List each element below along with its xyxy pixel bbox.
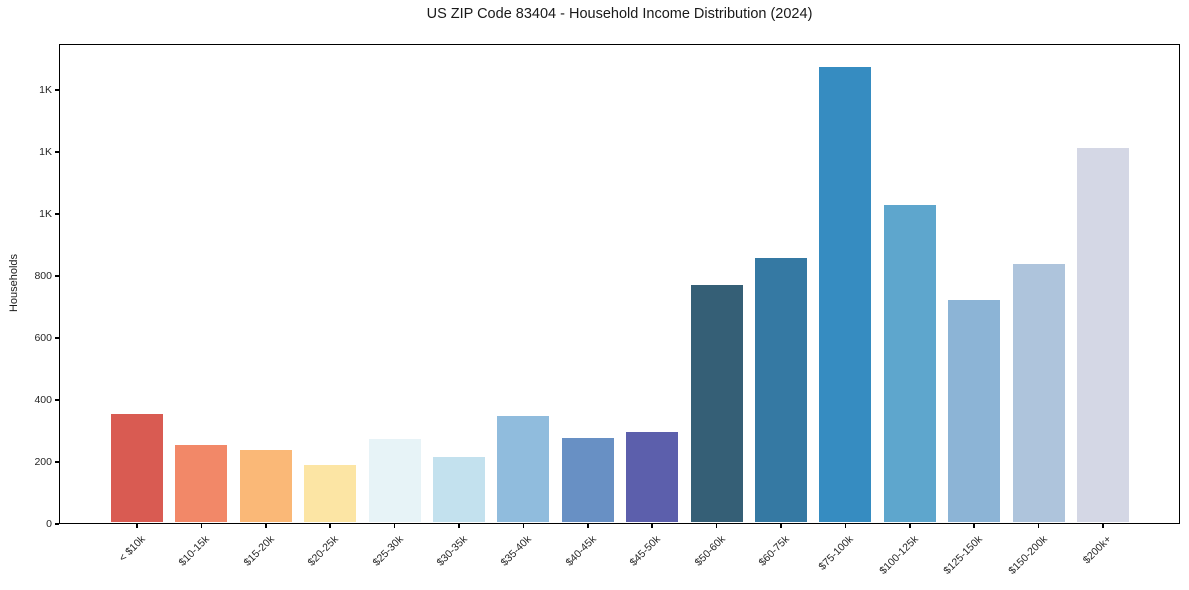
x-tick-label: $75-100k	[816, 533, 857, 573]
bar-40-45k	[561, 437, 614, 523]
chart-title: US ZIP Code 83404 - Household Income Dis…	[426, 6, 813, 22]
y-tick-mark	[55, 151, 59, 153]
x-tick-label: $45-50k	[627, 533, 663, 569]
x-tick-mark	[136, 524, 138, 528]
x-tick-label: $10-15k	[176, 533, 213, 569]
x-tick-mark	[844, 524, 847, 528]
x-tick-mark	[458, 524, 460, 528]
bar-10-15k	[175, 444, 228, 523]
x-tick-mark	[780, 524, 782, 528]
y-tick-label: 200	[34, 456, 52, 469]
x-tick-mark	[651, 524, 653, 528]
x-tick-mark	[522, 524, 525, 528]
bar-200k	[1077, 148, 1129, 523]
x-tick-label: $35-40k	[498, 533, 535, 569]
x-tick-label: $200k+	[1080, 533, 1114, 567]
y-tick-mark	[55, 523, 59, 525]
y-tick-label: 1K	[39, 208, 52, 221]
x-tick-mark	[973, 524, 975, 528]
bar-125-150k	[948, 300, 1001, 523]
x-tick-label: $125-150k	[941, 533, 985, 577]
bar-35-40k	[497, 416, 550, 523]
bar-30-35k	[433, 457, 485, 523]
bar-100-125k	[883, 204, 936, 523]
x-tick-label: $30-35k	[434, 533, 470, 569]
x-tick-label: $150-200k	[1005, 533, 1050, 577]
bar-75-100k	[819, 66, 872, 523]
y-tick-mark	[55, 89, 59, 91]
y-tick-mark	[55, 213, 59, 215]
x-tick-mark	[265, 524, 267, 528]
x-tick-mark	[393, 524, 396, 528]
x-tick-label: $15-20k	[241, 533, 277, 569]
x-tick-mark	[1037, 524, 1040, 528]
x-tick-mark	[587, 524, 589, 528]
x-tick-mark	[200, 524, 203, 528]
x-tick-label: < $10k	[116, 533, 148, 565]
y-tick-mark	[55, 275, 59, 277]
x-tick-mark	[1102, 524, 1104, 528]
bar-45-50k	[626, 431, 679, 523]
x-tick-label: $25-30k	[370, 533, 406, 569]
x-tick-label: $60-75k	[756, 533, 792, 569]
x-tick-mark	[909, 524, 911, 528]
x-tick-label: $100-125k	[876, 533, 921, 577]
x-tick-mark	[329, 524, 331, 528]
bar-50-60k	[690, 285, 743, 523]
bar-20-25k	[304, 465, 357, 523]
y-tick-label: 1K	[39, 84, 52, 97]
y-tick-mark	[55, 399, 59, 401]
y-tick-label: 600	[34, 332, 52, 345]
x-tick-label: $20-25k	[305, 533, 341, 569]
x-tick-label: $50-60k	[692, 533, 728, 569]
y-tick-label: 1K	[39, 146, 52, 159]
bar-10k	[111, 413, 163, 523]
y-tick-label: 800	[34, 270, 52, 283]
y-tick-mark	[55, 337, 59, 339]
bar-15-20k	[239, 450, 292, 523]
bar-150-200k	[1012, 263, 1065, 523]
bar-25-30k	[368, 438, 421, 523]
y-tick-mark	[55, 461, 59, 463]
y-tick-label: 0	[46, 518, 52, 530]
bar-60-75k	[755, 258, 807, 523]
x-tick-label: $40-45k	[563, 533, 599, 569]
y-tick-label: 400	[34, 394, 52, 407]
x-tick-mark	[715, 524, 718, 528]
y-axis-label: Households	[8, 253, 20, 313]
